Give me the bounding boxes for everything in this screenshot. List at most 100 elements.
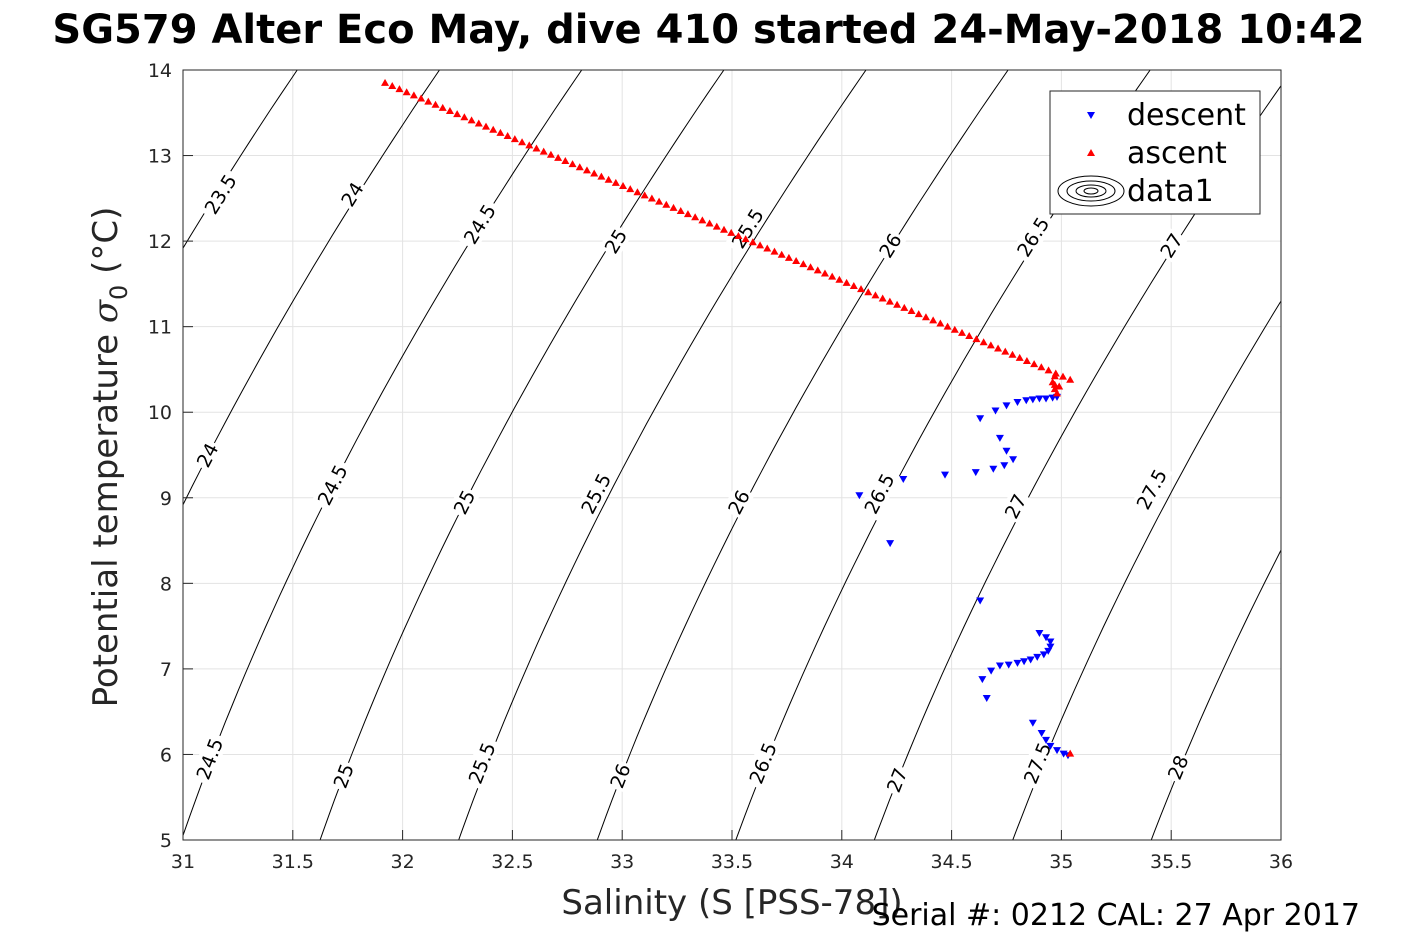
descent-point (1002, 447, 1011, 455)
x-axis-ticks: 31 31.5 32 32.5 33 33.5 34 34.5 35 35.5 36 (171, 830, 1293, 873)
ascent-point (878, 294, 887, 302)
ascent-point (590, 169, 599, 177)
x-tick-label: 33.5 (711, 851, 753, 873)
y-tick-label: 9 (160, 488, 172, 510)
contour-label-bg (335, 176, 369, 212)
ascent-point (417, 94, 426, 102)
contour-label: 27 (1154, 227, 1188, 264)
descent-point (1053, 747, 1062, 755)
ascent-point (611, 178, 620, 186)
contour-label-bg (456, 196, 503, 252)
contour-label-bg (311, 457, 354, 513)
ascent-point (965, 331, 974, 339)
ascent-point (921, 313, 930, 321)
descent-point (1026, 656, 1035, 664)
contour-labels: 23.5 24 24.5 25 25.5 26 26.5 27 24 24.5 25 25.5 26 26… (190, 167, 1194, 798)
ascent-point (683, 210, 692, 218)
contour-label-bg (857, 466, 901, 521)
y-tick-label: 11 (148, 317, 172, 339)
ascent-point (849, 281, 858, 289)
ascent-point (1066, 749, 1075, 757)
descent-point (1028, 396, 1037, 404)
ascent-point (720, 225, 729, 233)
ascent-point (1044, 366, 1053, 374)
ascent-point (842, 278, 851, 286)
descent-point (1022, 397, 1031, 405)
descent-series (855, 393, 1072, 760)
ascent-point (1053, 389, 1062, 397)
ascent-point (929, 316, 938, 324)
contour-label-bg (1129, 461, 1173, 517)
ascent-point (1048, 378, 1057, 386)
contour-label-bg (190, 437, 224, 473)
contour-label-bg (724, 201, 771, 256)
legend: descent ascent data1 (1049, 90, 1261, 215)
descent-point (899, 475, 908, 483)
contour-label-bg (999, 488, 1032, 524)
ascent-point (1015, 353, 1024, 361)
ascent-point (972, 335, 981, 343)
ascent-point (792, 256, 801, 264)
contour-label: 23.5 (197, 167, 243, 222)
ascent-point (813, 266, 822, 274)
contour-line-23-5 (183, 70, 298, 250)
descent-point (1009, 456, 1018, 464)
descent-point (1004, 661, 1013, 669)
x-tick-label: 35.5 (1150, 851, 1192, 873)
contour-label: 27.5 (1129, 461, 1173, 517)
descent-point (1042, 395, 1051, 403)
ascent-point (554, 153, 563, 161)
x-tick-label: 33 (610, 851, 634, 873)
ascent-point (900, 303, 909, 311)
contour-label: 26 (873, 227, 907, 264)
contour-label-text: 26.5 (746, 740, 782, 787)
x-axis-label: Salinity (S [PSS-78]) (561, 883, 902, 923)
descent-point (1046, 638, 1055, 646)
contour-label: 24 (190, 437, 224, 473)
contour-label-text: 25.5 (577, 470, 616, 518)
descent-point (1042, 634, 1051, 642)
descent-point (976, 415, 985, 423)
legend-descent-marker (1087, 112, 1095, 119)
contour-label-bg (881, 763, 913, 798)
ascent-point (770, 247, 779, 255)
contour-label: 24.5 (311, 457, 354, 513)
contour-label-bg (598, 223, 633, 259)
ascent-point (950, 325, 959, 333)
descent-point (1046, 643, 1055, 651)
descent-point (1044, 647, 1053, 655)
ascent-point (763, 244, 772, 252)
contour-label-bg (604, 758, 636, 793)
y-tick-label: 6 (160, 744, 172, 766)
contour-label-bg (197, 167, 243, 222)
contour-label: 25.5 (574, 466, 618, 521)
ascent-point (784, 253, 793, 261)
ascent-point (1066, 375, 1075, 383)
descent-point (982, 694, 991, 702)
x-tick-label: 32.5 (491, 851, 533, 873)
contour-label-text: 25 (450, 487, 481, 519)
descent-point (1013, 398, 1022, 406)
contour-label: 24.5 (456, 196, 503, 252)
descent-point (1020, 658, 1029, 666)
contour-label-text: 27 (1001, 491, 1032, 523)
ascent-point (626, 185, 635, 193)
contour-label: 25 (447, 484, 481, 520)
ascent-point (1001, 347, 1010, 355)
ascent-point (496, 128, 505, 136)
x-tick-label: 36 (1269, 851, 1293, 873)
ascent-point (669, 203, 678, 211)
ascent-point (662, 200, 671, 208)
ascent-point (748, 238, 757, 246)
descent-point (855, 492, 864, 500)
contour-label-bg (873, 227, 907, 264)
ascent-point (820, 269, 829, 277)
ascent-point (474, 119, 483, 127)
contour-label: 24 (335, 176, 369, 212)
ascent-point (409, 91, 418, 99)
ascent-point (604, 175, 613, 183)
descent-point (991, 407, 1000, 415)
ascent-point (828, 272, 837, 280)
descent-point (886, 540, 895, 548)
